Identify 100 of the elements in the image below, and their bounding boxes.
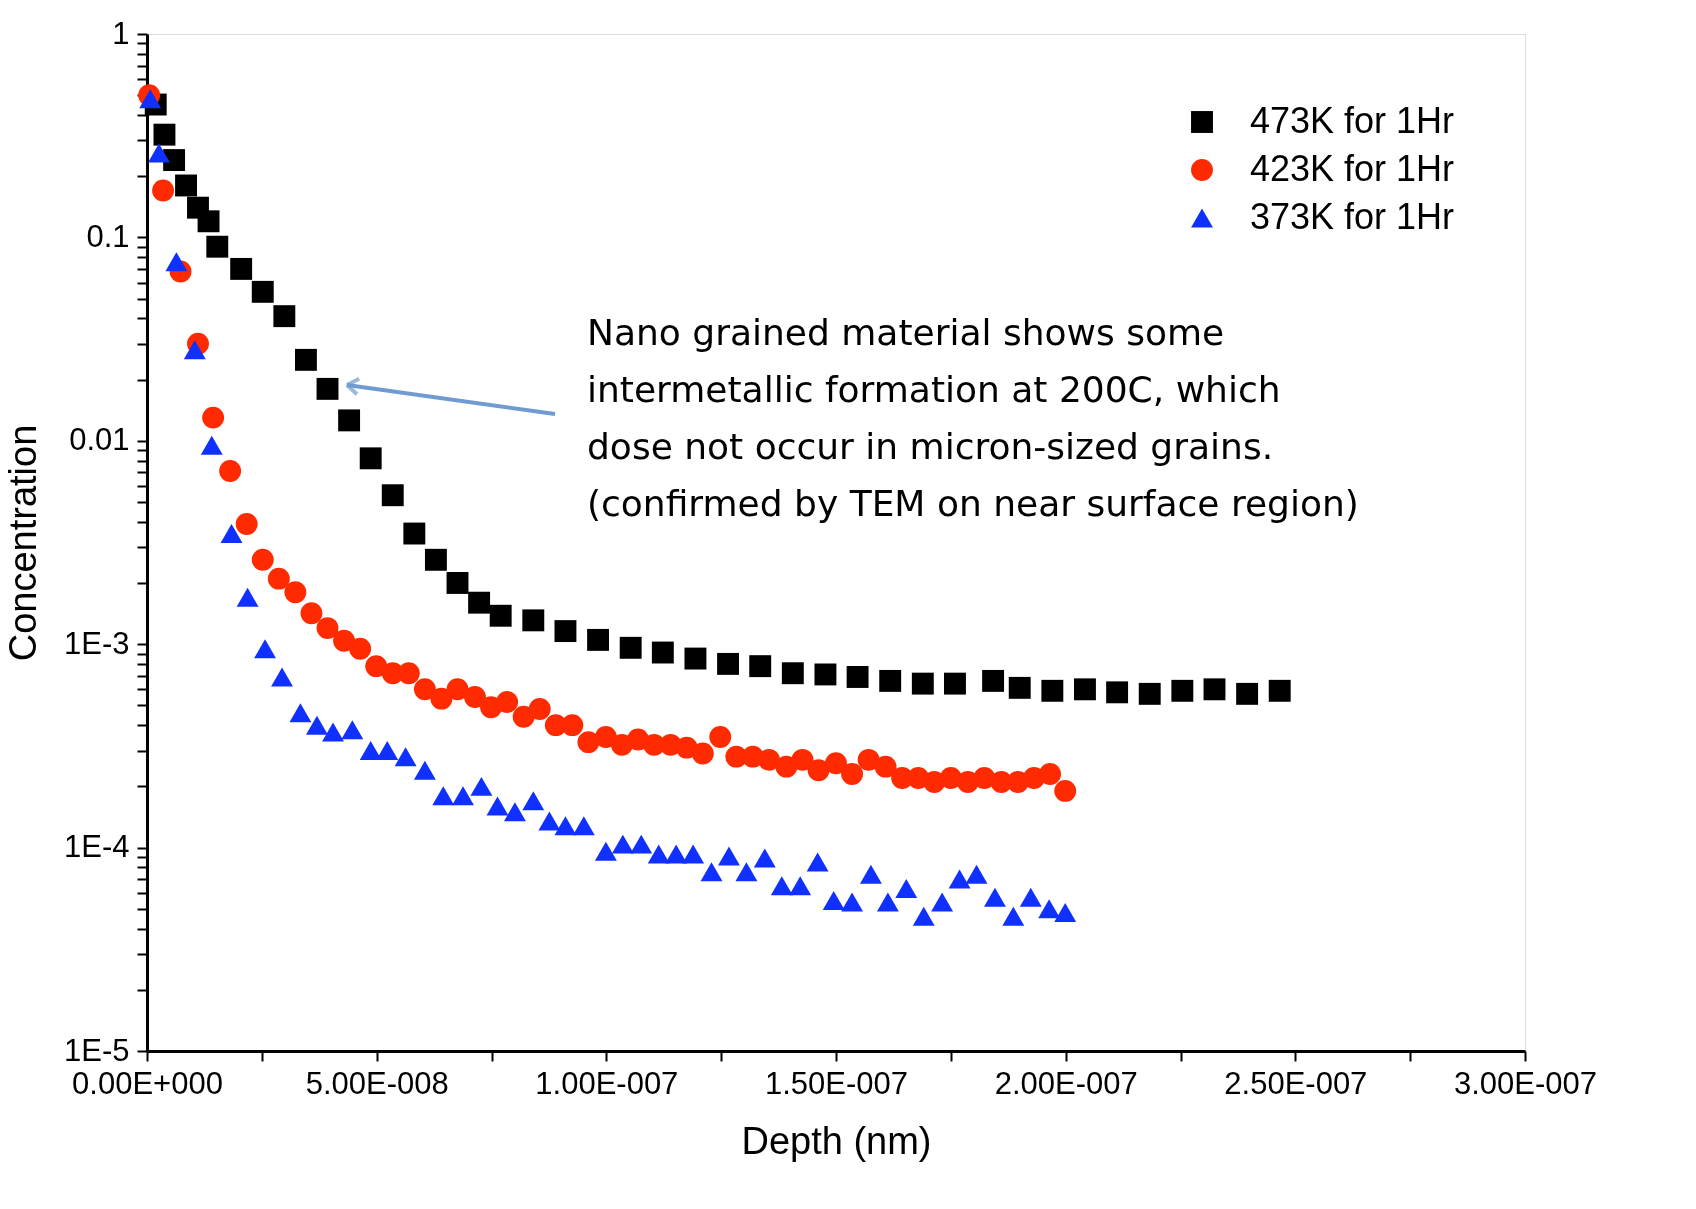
point [982, 669, 1005, 692]
y-tick-label: 1E-4 [64, 829, 130, 865]
point [165, 252, 188, 272]
point [700, 862, 723, 882]
point [468, 591, 491, 614]
point [300, 602, 323, 625]
legend-label: 423K for 1Hr [1250, 148, 1455, 189]
point [365, 655, 388, 678]
point [1008, 676, 1031, 699]
x-tick-label: 2.50E-007 [1224, 1065, 1368, 1101]
point [814, 663, 837, 686]
point [757, 748, 780, 771]
point [430, 687, 453, 710]
point [452, 786, 474, 806]
point [594, 841, 617, 861]
point [1268, 679, 1291, 702]
point [846, 666, 869, 688]
point [464, 686, 486, 708]
point [859, 864, 882, 884]
point [1054, 779, 1077, 802]
point [306, 715, 328, 735]
x-tick-label: 0.00E+000 [72, 1065, 223, 1101]
point [251, 280, 274, 303]
point [338, 409, 361, 432]
point [538, 811, 561, 831]
point [528, 698, 551, 720]
point [284, 581, 307, 604]
point [489, 604, 512, 627]
point [206, 235, 229, 258]
point [554, 620, 577, 643]
point [874, 755, 897, 778]
point [749, 655, 772, 678]
point [235, 513, 258, 535]
y-tick-label: 1E-5 [64, 1032, 130, 1068]
point [965, 864, 988, 884]
point [349, 637, 372, 660]
point [486, 796, 509, 816]
point [1054, 902, 1077, 922]
y-tick-label: 1 [112, 15, 130, 51]
point [322, 722, 344, 742]
point [611, 834, 634, 854]
point [789, 876, 812, 896]
point [594, 726, 617, 748]
point [561, 714, 584, 737]
point [267, 567, 290, 590]
point [807, 759, 830, 782]
point [806, 852, 829, 872]
point [152, 179, 175, 202]
point [682, 844, 705, 864]
point [197, 210, 220, 233]
point [254, 639, 276, 659]
point [403, 522, 426, 545]
point [944, 672, 966, 695]
legend-label: 373K for 1Hr [1250, 196, 1455, 237]
y-axis-title: Concentration [2, 424, 45, 662]
point [251, 548, 274, 571]
point [1074, 678, 1096, 701]
x-axis-title: Depth (nm) [741, 1119, 932, 1162]
point [781, 662, 804, 685]
legend-label: 473K for 1Hr [1250, 100, 1455, 141]
point [912, 906, 935, 926]
point [183, 340, 206, 360]
point [630, 834, 653, 854]
point [791, 748, 814, 771]
annotation: Nano grained material shows some intermetallic formation at 200C, which dose not occur in micron-sized grains. (confirmed by TEM on near surface region) [587, 312, 1359, 524]
point [841, 892, 864, 912]
point [289, 703, 312, 723]
point [163, 149, 186, 172]
point [446, 678, 469, 701]
point [1106, 681, 1129, 704]
point [294, 348, 317, 371]
point [948, 869, 971, 889]
point [895, 878, 918, 898]
point [572, 816, 595, 836]
point [691, 742, 714, 765]
point [413, 678, 436, 701]
point [503, 802, 526, 822]
point [717, 652, 740, 675]
point [1041, 679, 1064, 702]
point [577, 731, 600, 754]
point [446, 572, 469, 594]
point [735, 862, 758, 882]
point [236, 587, 259, 607]
point [587, 628, 610, 651]
point [273, 305, 296, 328]
point [876, 892, 899, 912]
point [1019, 887, 1042, 907]
point [316, 617, 339, 640]
point [1138, 682, 1161, 705]
point [684, 647, 707, 670]
point [376, 741, 399, 761]
point [911, 672, 934, 695]
point [359, 447, 382, 470]
point [841, 763, 864, 785]
point [770, 876, 793, 896]
point [470, 776, 493, 796]
point [647, 844, 670, 864]
point [175, 174, 197, 197]
point [219, 460, 242, 482]
x-tick-label: 1.00E-007 [535, 1065, 679, 1101]
